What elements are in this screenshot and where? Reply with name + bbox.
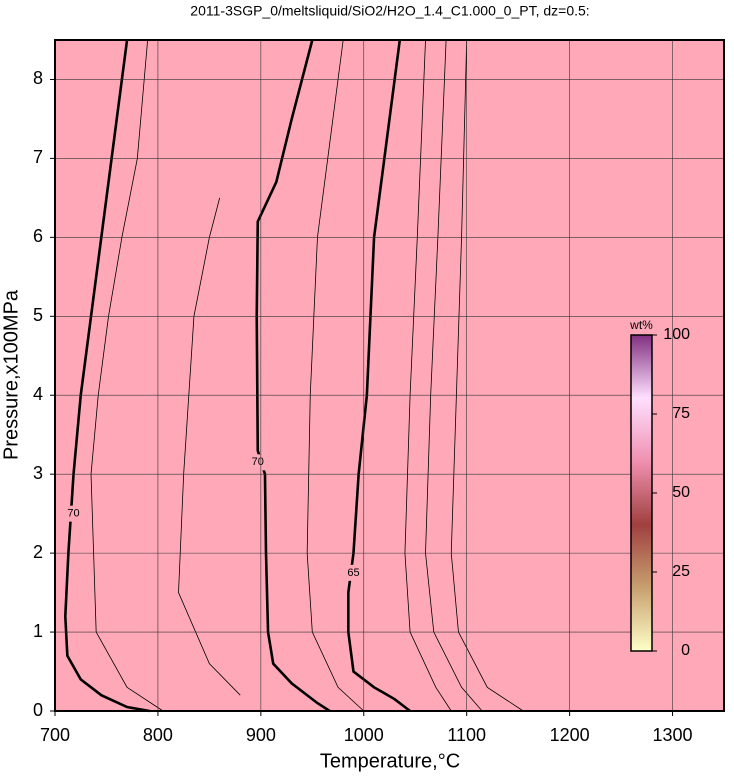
y-tick-label: 1 [33,621,43,641]
colorbar-tick-label: 0 [681,642,690,659]
colorbar-label: wt% [629,318,653,332]
y-axis-label: Pressure,x100MPa [0,289,22,460]
colorbar-tick-label: 50 [672,484,690,501]
x-tick-label: 1100 [447,725,486,745]
colorbar-tick-label: 75 [672,405,690,422]
y-tick-label: 2 [33,542,43,562]
contour-label: 65 [347,567,359,579]
x-axis-label: Temperature,°C [320,750,460,772]
colorbar [630,334,653,652]
plot-frame [54,39,725,712]
contour-label-bg [249,454,266,471]
y-tick-label: 8 [33,68,43,88]
contour-label: 70 [252,456,264,468]
contour-label-bg [345,564,362,581]
x-tick-label: 800 [143,725,173,745]
x-tick-label: 900 [246,725,276,745]
plot-background [55,40,724,711]
y-tick-label: 4 [33,384,43,404]
colorbar-tick-label: 100 [663,326,690,343]
contour-label: 70 [67,508,79,520]
y-tick-label: 7 [33,147,43,167]
contour-label-bg [65,505,82,522]
colorbar-tick-label: 25 [672,563,690,580]
y-tick-label: 6 [33,226,43,246]
x-tick-label: 1300 [653,725,693,745]
chart-title: 2011-3SGP_0/meltsliquid/SiO2/H2O_1.4_C1.… [190,3,589,19]
y-tick-label: 0 [33,700,43,720]
y-tick-label: 5 [33,305,43,325]
y-tick-label: 3 [33,463,43,483]
x-tick-label: 700 [40,725,70,745]
x-tick-label: 1200 [550,725,590,745]
x-tick-label: 1000 [344,725,384,745]
